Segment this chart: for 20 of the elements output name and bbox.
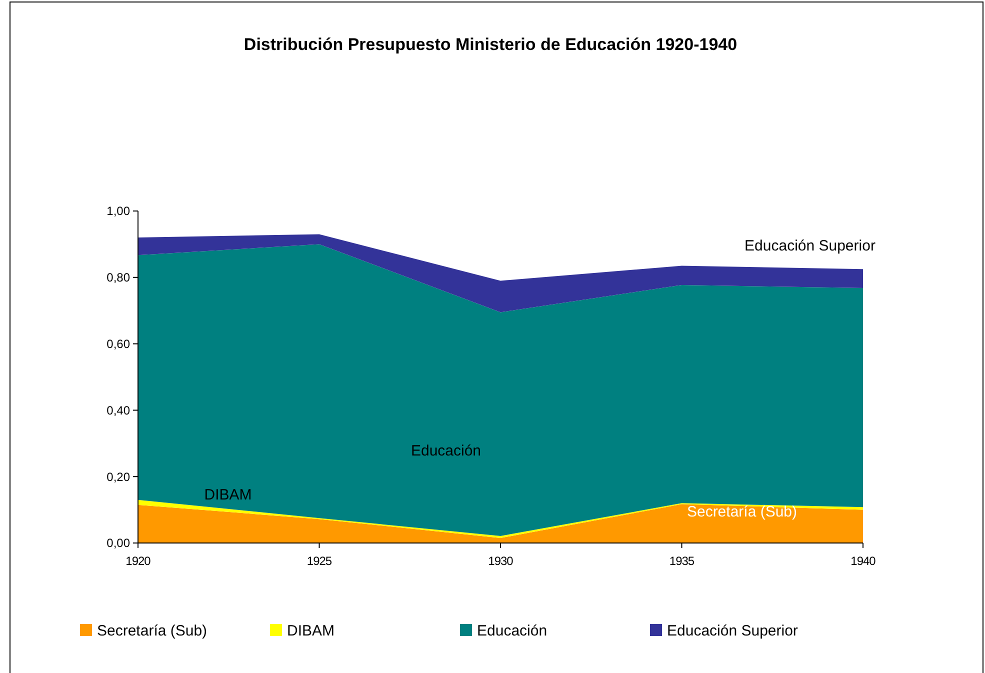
annotation: Educación [410, 442, 482, 460]
annotation: Educación Superior [744, 237, 876, 254]
y-tick-label: 0,20 [106, 470, 130, 484]
x-tick-label: 1930 [488, 554, 514, 568]
y-tick-label: 0,00 [106, 536, 130, 550]
x-tick-label: 1925 [306, 554, 332, 568]
y-tick-label: 0,40 [106, 403, 130, 418]
annotation: DIBAM [204, 486, 252, 504]
x-tick-label: 1940 [850, 554, 876, 568]
legend-label: Secretaría (Sub) [97, 622, 208, 640]
y-tick-label: 0,60 [106, 337, 130, 351]
chart-title: Distribución Presupuesto Ministerio de Educación 1920-1940 [244, 35, 738, 54]
x-tick-label: 1920 [126, 554, 152, 568]
annotation: Secretaría (Sub) [686, 503, 798, 520]
x-tick-label: 1935 [669, 554, 695, 568]
legend-label: Educación [477, 622, 548, 640]
legend-label: Educación Superior [667, 622, 798, 640]
legend-label: DIBAM [287, 622, 335, 640]
y-tick-label: 1,00 [106, 204, 130, 218]
y-tick-label: 0,80 [106, 270, 130, 285]
